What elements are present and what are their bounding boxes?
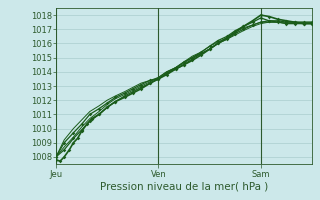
X-axis label: Pression niveau de la mer( hPa ): Pression niveau de la mer( hPa ) <box>100 181 268 191</box>
